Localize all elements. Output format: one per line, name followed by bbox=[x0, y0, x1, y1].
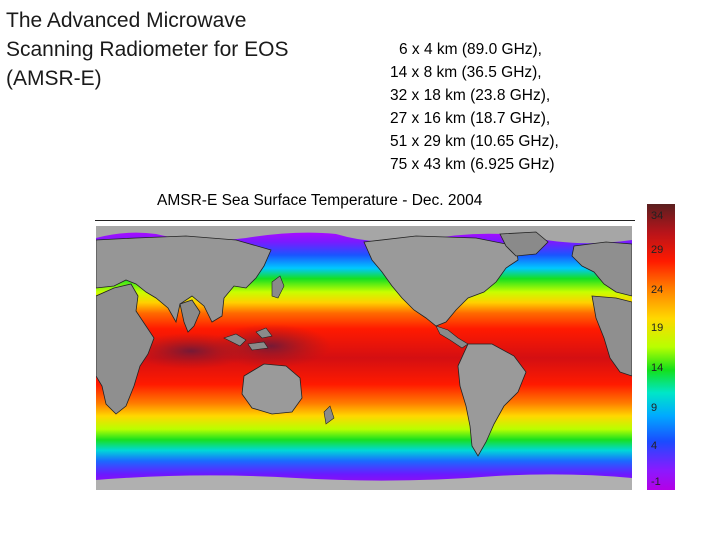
land-africa bbox=[96, 283, 155, 415]
colorbar-tick-label: 34 bbox=[651, 210, 664, 222]
colorbar-tick-label: 9 bbox=[651, 402, 658, 414]
colorbar-tick-label: 14 bbox=[651, 362, 664, 374]
land-indonesia bbox=[223, 327, 273, 351]
land-eurasia bbox=[96, 235, 272, 324]
land-europe-west bbox=[571, 241, 632, 297]
map-top-rule bbox=[95, 220, 635, 221]
resolution-item: 32 x 18 km (23.8 GHz), bbox=[390, 87, 551, 104]
map-caption: AMSR-E Sea Surface Temperature - Dec. 20… bbox=[157, 192, 483, 209]
land-new-zealand bbox=[323, 405, 335, 425]
colorbar-tick-label: 4 bbox=[651, 440, 658, 452]
resolution-item: 51 x 29 km (10.65 GHz), bbox=[390, 133, 559, 150]
colorbar-tick-label: 19 bbox=[651, 322, 664, 334]
temperature-colorbar bbox=[647, 204, 675, 490]
colorbar-tick-label: 29 bbox=[651, 244, 664, 256]
resolution-item: 6 x 4 km (89.0 GHz), bbox=[399, 41, 542, 58]
land-south-america bbox=[457, 343, 527, 457]
resolution-list: 6 x 4 km (89.0 GHz), 14 x 8 km (36.5 GHz… bbox=[390, 38, 700, 176]
slide-title: The Advanced Microwave Scanning Radiomet… bbox=[6, 6, 366, 93]
land-antarctica bbox=[96, 474, 632, 490]
resolution-item: 27 x 16 km (18.7 GHz), bbox=[390, 110, 551, 127]
colorbar-tick-label: -1 bbox=[651, 476, 661, 488]
resolution-item: 14 x 8 km (36.5 GHz), bbox=[390, 64, 542, 81]
colorbar-tick-label: 24 bbox=[651, 284, 664, 296]
warm-pool-pacific bbox=[211, 324, 331, 368]
title-line: Scanning Radiometer for EOS bbox=[6, 38, 289, 61]
land-greenland bbox=[499, 231, 549, 257]
arctic-ice bbox=[96, 226, 632, 244]
title-line: The Advanced Microwave bbox=[6, 9, 247, 32]
land-africa-east bbox=[591, 295, 632, 377]
land-central-america bbox=[435, 325, 469, 349]
land-japan bbox=[271, 275, 285, 299]
land-india bbox=[179, 299, 201, 333]
resolution-item: 75 x 43 km (6.925 GHz) bbox=[390, 156, 555, 173]
land-australia bbox=[241, 363, 303, 415]
sea-surface-temperature-map bbox=[96, 226, 632, 490]
title-line: (AMSR-E) bbox=[6, 67, 102, 90]
